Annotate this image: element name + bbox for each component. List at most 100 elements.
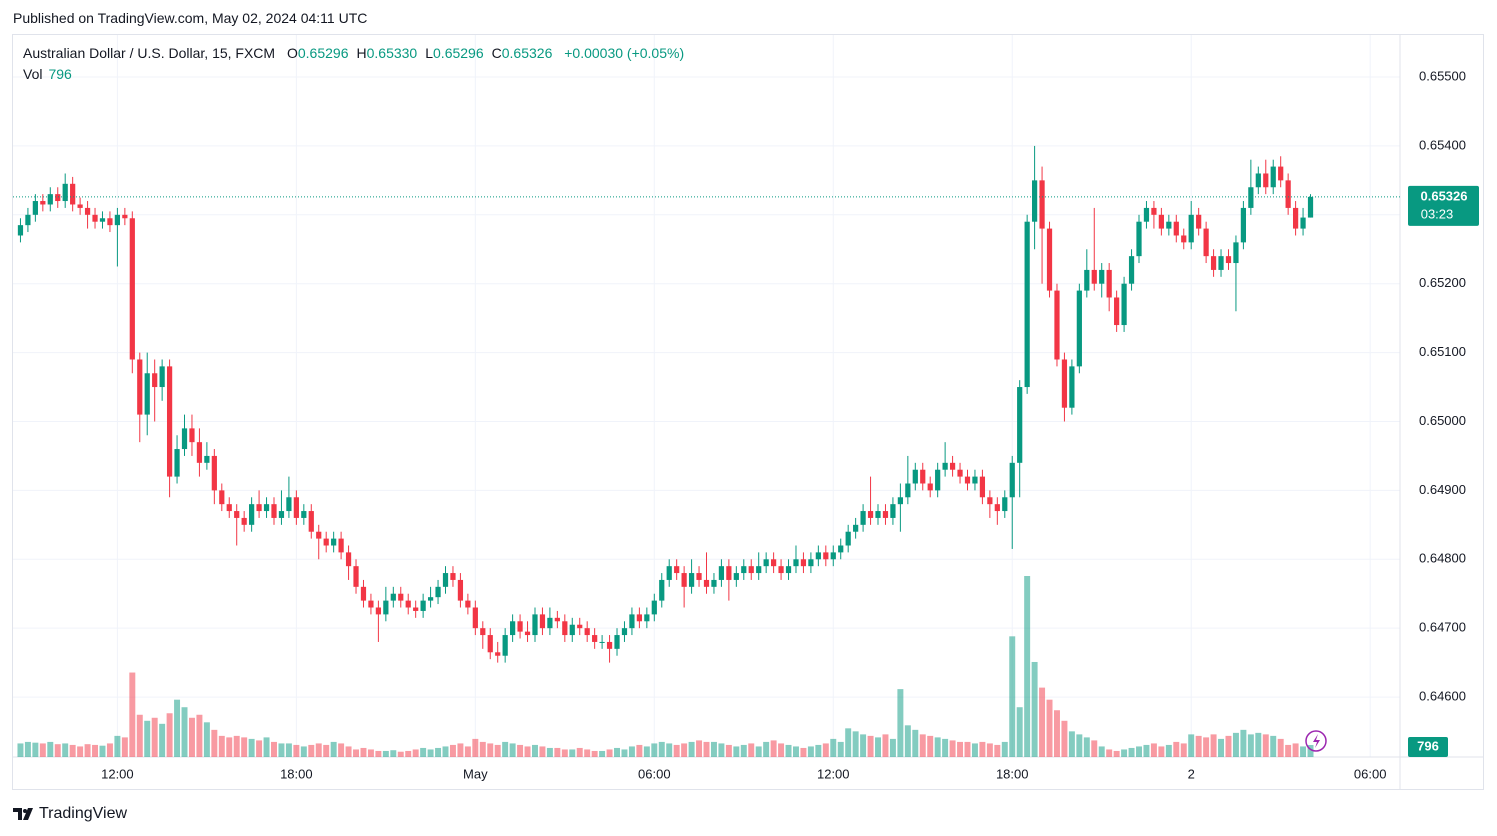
volume-bar xyxy=(912,729,919,757)
candle-body xyxy=(897,497,903,505)
published-note: Published on TradingView.com, May 02, 20… xyxy=(13,10,368,26)
candle-body xyxy=(70,183,76,205)
volume-bar xyxy=(1053,710,1060,757)
volume-bar xyxy=(1150,743,1157,757)
volume-bar xyxy=(1068,731,1075,757)
volume-bar xyxy=(203,722,210,757)
volume-bar xyxy=(651,743,658,757)
x-tick-label: 06:00 xyxy=(638,766,671,781)
candle-body xyxy=(55,194,61,202)
candle-body xyxy=(800,559,807,567)
candle-body xyxy=(554,617,560,622)
candle-body xyxy=(718,566,725,580)
volume-bar xyxy=(256,740,263,757)
candle-body xyxy=(644,614,650,622)
volume-bar xyxy=(1232,732,1239,757)
candle-body xyxy=(234,511,240,518)
field-value: 0.65296 xyxy=(433,45,484,61)
volume-bar xyxy=(181,707,188,757)
volume-bar xyxy=(621,749,628,757)
candle-body xyxy=(823,552,829,560)
volume-bar xyxy=(763,741,770,757)
volume-bar xyxy=(658,741,665,757)
candle-body xyxy=(614,635,620,649)
volume-bar xyxy=(151,717,158,757)
volume-bar xyxy=(457,743,464,757)
volume-bar xyxy=(278,743,285,757)
candle-body xyxy=(420,600,426,611)
candle-body xyxy=(539,614,546,629)
candle-body xyxy=(1009,462,1015,498)
candle-body xyxy=(867,511,874,518)
volume-bar xyxy=(1061,720,1068,757)
volume-bar xyxy=(778,743,785,757)
y-tick-label: 0.64700 xyxy=(1419,620,1466,635)
candle-body xyxy=(1076,290,1082,367)
candle-body xyxy=(703,579,710,587)
candle-body xyxy=(435,586,441,598)
candle-body xyxy=(383,600,389,615)
volume-bar xyxy=(524,746,531,757)
candle-body xyxy=(1069,366,1075,408)
volume-bar xyxy=(1292,743,1299,757)
volume-bar xyxy=(994,744,1001,757)
candle-body xyxy=(912,469,918,484)
x-tick-label: 06:00 xyxy=(1354,766,1387,781)
candle-body xyxy=(592,635,598,642)
candle-body xyxy=(196,442,203,463)
volume-bar xyxy=(479,741,486,757)
volume-bar xyxy=(412,749,419,757)
candle-body xyxy=(942,462,948,470)
volume-bar xyxy=(584,749,591,757)
candle-body xyxy=(510,621,516,636)
volume-bar xyxy=(1240,729,1247,757)
price-badge-value: 0.65326 xyxy=(1421,188,1468,203)
volume-bar xyxy=(1277,738,1284,757)
candle-body xyxy=(219,490,225,505)
volume-bar xyxy=(591,750,598,757)
volume-bar xyxy=(1158,746,1165,757)
candle-body xyxy=(1225,256,1232,264)
volume-bar xyxy=(934,737,941,757)
candle-body xyxy=(211,455,217,491)
candle-body xyxy=(1203,228,1209,257)
volume-bar xyxy=(1270,735,1277,757)
candle-body xyxy=(495,652,501,656)
volume-bar xyxy=(1143,744,1150,757)
volume-bar xyxy=(1300,746,1307,757)
y-tick-label: 0.65100 xyxy=(1419,344,1466,359)
candle-body xyxy=(621,628,628,636)
volume-bar xyxy=(1203,737,1210,757)
candle-body xyxy=(733,573,739,580)
volume-bar xyxy=(174,699,181,757)
volume-legend: Vol 796 xyxy=(23,66,72,82)
candle-body xyxy=(696,573,702,580)
candle-body xyxy=(1166,221,1172,229)
candle-body xyxy=(181,428,188,450)
candle-body xyxy=(1054,290,1060,360)
candle-body xyxy=(1128,256,1135,284)
volume-bar xyxy=(226,737,233,757)
volume-bar xyxy=(1083,737,1090,757)
brand: TradingView xyxy=(13,805,127,823)
candle-body xyxy=(1173,221,1179,236)
volume-bar xyxy=(106,743,113,757)
volume-bar xyxy=(897,689,904,757)
candle-body xyxy=(189,428,195,443)
ohlc-fields: O0.65296 H0.65330 L0.65296 C0.65326 xyxy=(279,45,552,61)
volume-bar xyxy=(875,737,881,757)
volume-bar xyxy=(703,741,710,757)
candle-body xyxy=(77,204,83,208)
candle-body xyxy=(1285,180,1291,208)
candle-body xyxy=(994,504,1000,512)
candle-body xyxy=(1106,269,1112,298)
volume-bar xyxy=(845,728,852,757)
candle-body xyxy=(323,538,329,546)
candle-body xyxy=(465,600,471,608)
field-value: 0.65296 xyxy=(297,45,349,61)
volume-bar xyxy=(979,741,986,757)
volume-bar xyxy=(435,747,442,757)
field-key: L xyxy=(425,45,434,61)
volume-bar xyxy=(785,744,792,757)
volume-bar xyxy=(636,744,643,757)
